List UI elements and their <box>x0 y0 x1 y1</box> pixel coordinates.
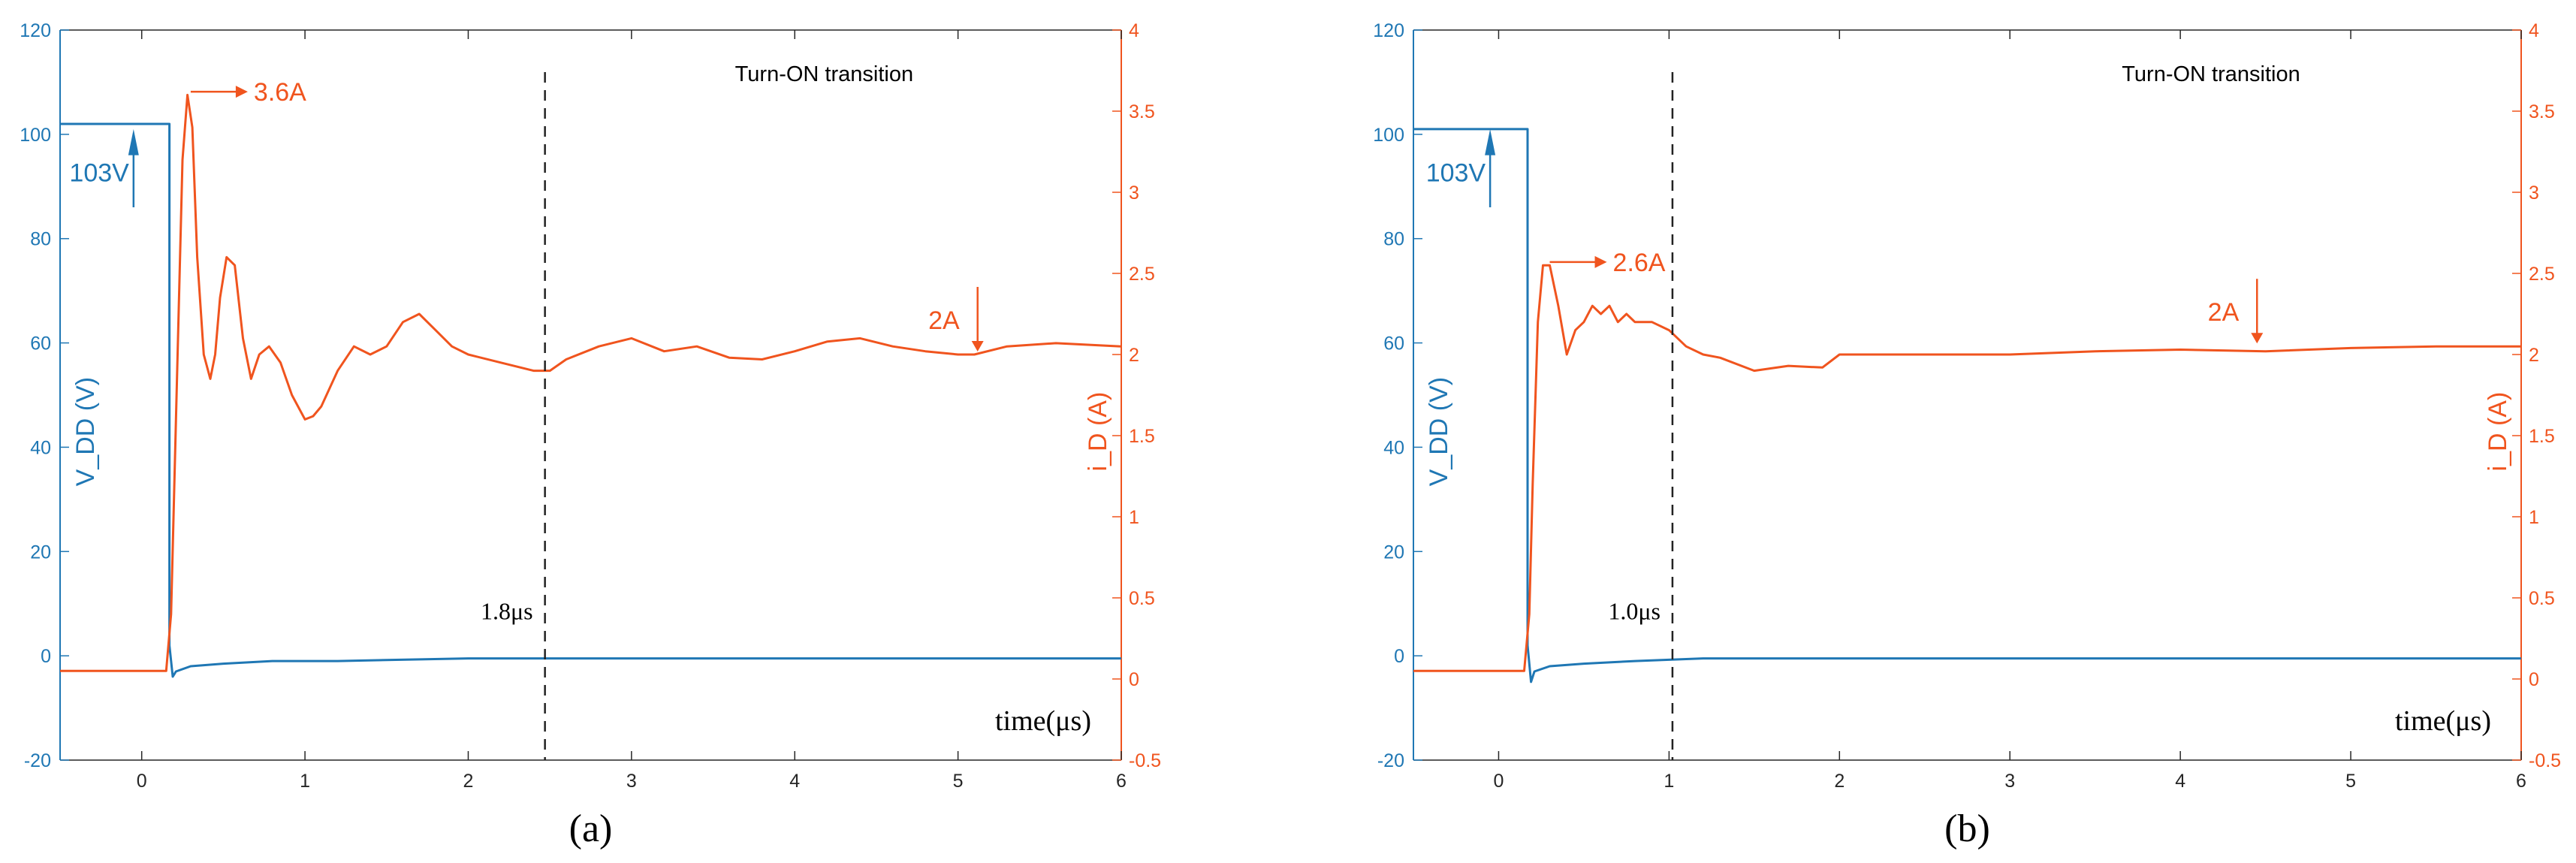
vdd-voltage-line <box>1413 128 2521 683</box>
y-right-tick-label: 2.5 <box>1129 264 1155 285</box>
y-left-tick-label: 100 <box>1373 125 1404 146</box>
y-right-tick-label: 2.5 <box>2529 264 2555 285</box>
y-right-tick-label: 2 <box>1129 345 1139 366</box>
y-right-tick-label: 3 <box>1129 183 1139 204</box>
y-right-tick-label: 3.5 <box>2529 101 2555 122</box>
x-tick-label: 0 <box>1494 771 1504 792</box>
y-right-tick-label: 1 <box>2529 507 2539 528</box>
x-tick-label: 3 <box>2004 771 2015 792</box>
y-left-tick-label: 80 <box>1383 229 1404 250</box>
y-left-tick-label: 20 <box>30 542 51 563</box>
peak-annotation-label: 3.6A <box>254 78 306 107</box>
y-right-tick-label: 0.5 <box>2529 588 2555 609</box>
y-left-tick-label: 20 <box>1383 542 1404 563</box>
id-current-line <box>60 93 1122 672</box>
y-right-tick-label: 4 <box>2529 20 2539 41</box>
x-tick-label: 1 <box>1664 771 1674 792</box>
steady-arrow-head <box>2251 333 2264 344</box>
time-annotation-label: 1.8μs <box>481 598 533 625</box>
x-tick-label: 2 <box>1834 771 1845 792</box>
y-left-tick-label: 60 <box>1383 333 1404 355</box>
x-tick-label: 2 <box>463 771 474 792</box>
chart-title: Turn-ON transition <box>735 62 913 86</box>
vdd-voltage-line <box>60 122 1121 678</box>
x-tick-label: 3 <box>626 771 637 792</box>
y-right-axis-label: i_D (A) <box>1084 392 1112 472</box>
y-right-tick-label: 1.5 <box>1129 426 1155 447</box>
y-right-tick-label: -0.5 <box>2529 750 2561 771</box>
y-left-tick-label: 0 <box>1394 646 1404 667</box>
panel-label: (b) <box>1944 807 1990 850</box>
peak-arrow-head <box>235 86 248 98</box>
voltage-arrow-head <box>128 128 139 155</box>
y-right-tick-label: 1 <box>1129 507 1139 528</box>
y-left-tick-label: 120 <box>20 20 51 41</box>
y-left-tick-label: 100 <box>20 125 51 146</box>
steady-annotation-label: 2A <box>928 306 960 335</box>
x-tick-label: 0 <box>137 771 147 792</box>
peak-annotation-label: 2.6A <box>1613 249 1666 277</box>
y-right-tick-label: 1.5 <box>2529 426 2555 447</box>
steady-arrow-head <box>971 341 984 352</box>
x-tick-label: 5 <box>953 771 964 792</box>
y-left-tick-label: 40 <box>30 437 51 458</box>
y-left-tick-label: 40 <box>1383 437 1404 458</box>
x-tick-label: 6 <box>2516 771 2526 792</box>
chart-title: Turn-ON transition <box>2122 62 2300 86</box>
y-right-tick-label: 3 <box>2529 183 2539 204</box>
x-tick-label: 4 <box>789 771 800 792</box>
y-right-tick-label: 3.5 <box>1129 101 1155 122</box>
y-right-tick-label: 4 <box>1129 20 1139 41</box>
voltage-annotation-label: 103V <box>69 158 129 187</box>
voltage-arrow-head <box>1485 128 1496 155</box>
y-left-tick-label: 80 <box>30 229 51 250</box>
y-right-tick-label: 2 <box>2529 345 2539 366</box>
y-left-axis-label: V_DD (V) <box>71 377 100 486</box>
y-right-tick-label: 0 <box>1129 669 1139 690</box>
y-right-tick-label: -0.5 <box>1129 750 1161 771</box>
x-tick-label: 6 <box>1116 771 1127 792</box>
y-left-tick-label: -20 <box>24 750 51 771</box>
x-tick-label: 4 <box>2175 771 2185 792</box>
id-current-line <box>1413 264 2521 672</box>
y-left-tick-label: 0 <box>41 646 51 667</box>
y-left-tick-label: 120 <box>1373 20 1404 41</box>
peak-arrow-head <box>1594 255 1607 268</box>
x-tick-label: 5 <box>2345 771 2356 792</box>
y-right-tick-label: 0 <box>2529 669 2539 690</box>
y-left-tick-label: 60 <box>30 333 51 355</box>
y-left-tick-label: -20 <box>1377 750 1404 771</box>
y-right-tick-label: 0.5 <box>1129 588 1155 609</box>
time-annotation-label: 1.0μs <box>1608 598 1661 625</box>
y-right-axis-label: i_D (A) <box>2484 392 2512 472</box>
panel-b: 0 1 2 3 4 5 6 -20 0 20 40 60 80 100 120 -0.5 0 0.5 1 1.5 2 2.… <box>1373 20 2561 850</box>
x-tick-label: 1 <box>300 771 310 792</box>
panel-label: (a) <box>569 807 613 850</box>
steady-annotation-label: 2A <box>2208 298 2240 327</box>
panel-a: 0 1 2 3 4 5 6 -20 0 20 40 60 80 100 120 -0.5 0 0.5 1 1.5 2 2.… <box>20 20 1161 850</box>
voltage-annotation-label: 103V <box>1426 158 1486 187</box>
y-left-axis-label: V_DD (V) <box>1425 377 1453 486</box>
x-axis-label: time(μs) <box>995 705 1091 737</box>
x-axis-label: time(μs) <box>2395 705 2491 737</box>
